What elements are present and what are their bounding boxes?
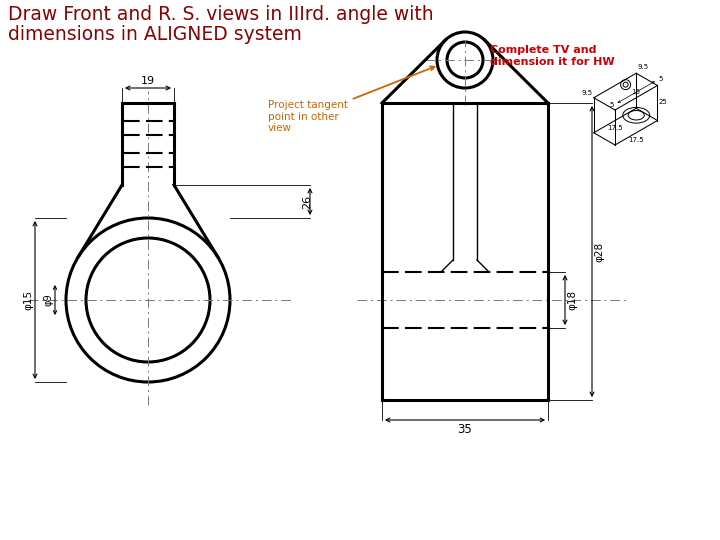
Text: 26: 26 — [302, 194, 312, 208]
Text: Draw Front and R. S. views in IIIrd. angle with: Draw Front and R. S. views in IIIrd. ang… — [8, 5, 433, 24]
Text: 16: 16 — [631, 89, 641, 95]
Text: 9.5: 9.5 — [637, 64, 649, 70]
Text: 25: 25 — [659, 99, 667, 105]
Text: Complete TV and
dimension it for HW: Complete TV and dimension it for HW — [490, 45, 615, 66]
Text: 5: 5 — [659, 76, 663, 82]
Text: 19: 19 — [141, 76, 155, 86]
Text: 17.5: 17.5 — [607, 125, 623, 131]
Text: dimensions in ALIGNED system: dimensions in ALIGNED system — [8, 25, 302, 44]
Text: 5: 5 — [609, 102, 613, 108]
Text: 9.5: 9.5 — [582, 90, 593, 96]
Text: φ28: φ28 — [594, 241, 604, 261]
Text: 35: 35 — [458, 423, 472, 436]
Text: 17.5: 17.5 — [629, 137, 644, 143]
Text: φ15: φ15 — [23, 290, 33, 310]
Text: Project tangent
point in other
view: Project tangent point in other view — [268, 66, 435, 133]
Text: φ9: φ9 — [43, 294, 53, 306]
Text: φ18: φ18 — [567, 290, 577, 310]
